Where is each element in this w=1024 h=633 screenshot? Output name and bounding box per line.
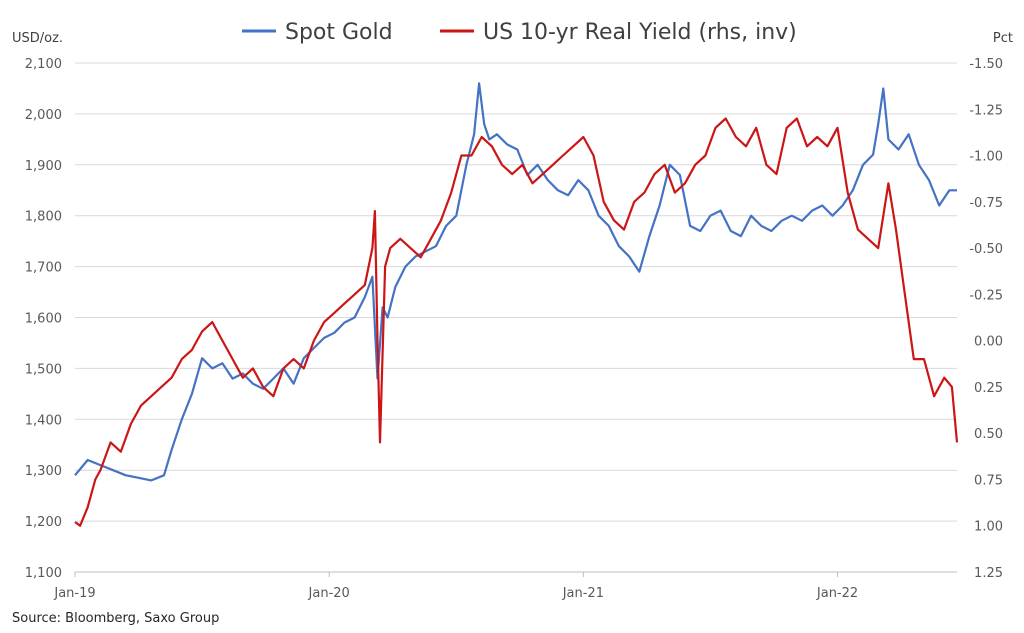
right-axis: -1.50 -1.25 -1.00 -0.75 -0.50 -0.25 0.00 0.25 0.… [969,57,1003,581]
right-tick-label: -1.50 [969,57,1003,72]
left-tick-label: 2,100 [25,57,62,72]
right-tick-label: 0.25 [974,381,1003,396]
series-line-real-yield [74,117,959,527]
left-axis: 2,100 2,000 1,900 1,800 1,700 1,600 1,500 1,400… [25,57,62,581]
right-tick-label: -1.00 [969,150,1003,165]
left-axis-unit: USD/oz. [12,31,63,46]
x-tick-label: Jan-22 [816,586,858,601]
right-tick-label: 0.75 [974,473,1003,488]
left-tick-label: 2,000 [25,108,62,123]
left-tick-label: 1,400 [25,413,62,428]
left-tick-label: 1,200 [25,515,62,530]
legend-label-real-yield: US 10-yr Real Yield (rhs, inv) [483,20,797,45]
legend: Spot Gold US 10-yr Real Yield (rhs, inv) [242,20,797,45]
left-tick-label: 1,900 [25,159,62,174]
right-axis-unit: Pct [993,31,1013,46]
x-tick-label: Jan-19 [53,586,95,601]
right-tick-label: -0.50 [969,242,1003,257]
gridlines [75,62,957,573]
right-tick-label: 1.25 [974,566,1003,581]
right-tick-label: -0.25 [969,288,1003,303]
x-tick-label: Jan-20 [308,586,350,601]
left-tick-label: 1,800 [25,210,62,225]
right-tick-label: 0.00 [974,335,1003,350]
right-tick-label: -0.75 [969,196,1003,211]
left-tick-label: 1,300 [25,464,62,479]
right-tick-label: -1.25 [969,103,1003,118]
source-note: Source: Bloomberg, Saxo Group [12,611,219,626]
left-tick-label: 1,500 [25,362,62,377]
legend-label-spot-gold: Spot Gold [285,20,393,45]
left-tick-label: 1,700 [25,261,62,276]
x-axis: Jan-19 Jan-20 Jan-21 Jan-22 [53,571,957,601]
right-tick-label: 1.00 [974,520,1003,535]
x-tick-label: Jan-21 [562,586,604,601]
left-tick-label: 1,600 [25,312,62,327]
right-tick-label: 0.50 [974,427,1003,442]
left-tick-label: 1,100 [25,566,62,581]
